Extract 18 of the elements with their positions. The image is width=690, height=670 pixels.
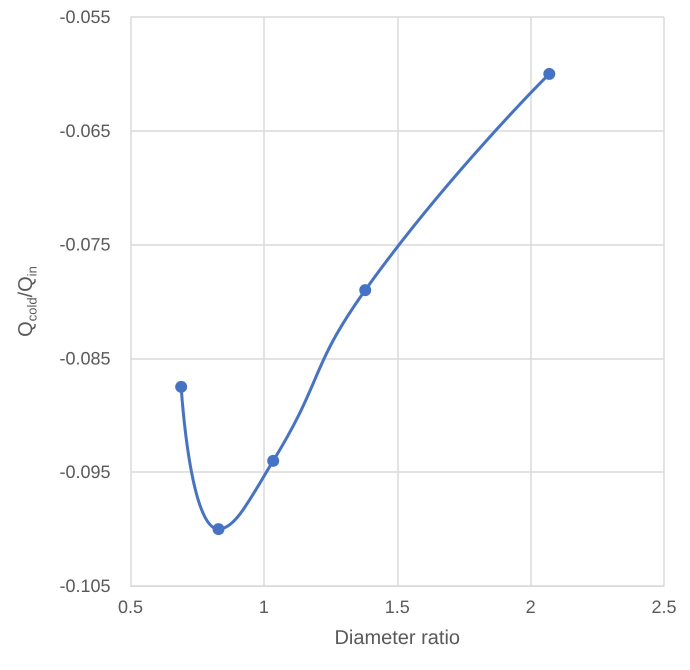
point [267, 454, 280, 467]
x-tick-label: 2 [526, 597, 536, 617]
y-tick-label: -0.055 [59, 7, 110, 27]
y-tick-label: -0.085 [59, 348, 110, 368]
point [212, 523, 225, 536]
y-tick-label: -0.095 [59, 462, 110, 482]
point [175, 380, 188, 393]
point [359, 284, 372, 296]
x-axis-title: Diameter ratio [334, 627, 460, 649]
x-tick-label: 2.5 [651, 597, 677, 617]
y-tick-label: -0.065 [59, 120, 110, 141]
x-tick-label: 1.5 [384, 597, 410, 617]
x-tick-label: 0.5 [118, 597, 144, 617]
point [543, 68, 556, 80]
x-tick-label: 1 [258, 597, 269, 617]
y-tick-label: -0.075 [59, 234, 110, 255]
y-tick-label: -0.105 [59, 576, 110, 596]
y-axis-title: Qcold/Qin [15, 266, 40, 337]
